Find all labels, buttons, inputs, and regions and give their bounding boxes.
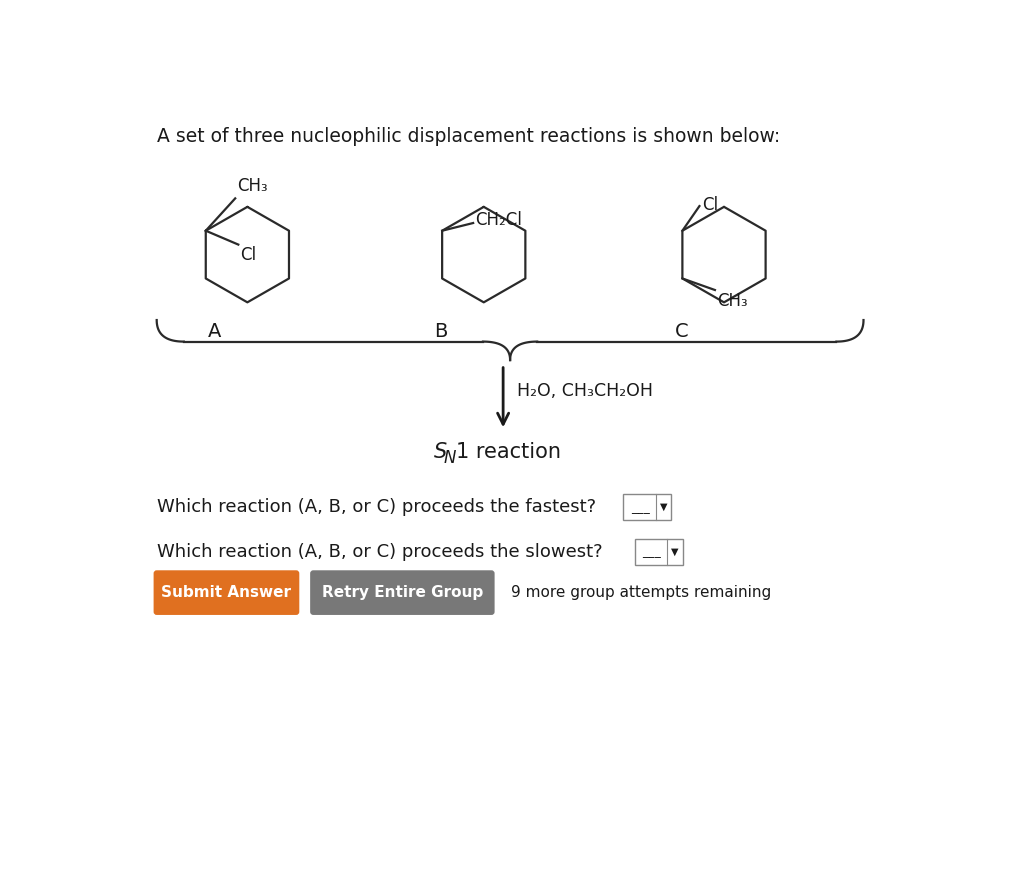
Text: Cl: Cl (701, 195, 718, 213)
Text: Submit Answer: Submit Answer (162, 585, 291, 600)
Text: N: N (444, 449, 456, 467)
Text: S: S (434, 442, 447, 461)
Text: 1 reaction: 1 reaction (456, 442, 561, 461)
Text: ___: ___ (631, 501, 649, 513)
Text: ▼: ▼ (672, 547, 679, 556)
Text: 9 more group attempts remaining: 9 more group attempts remaining (511, 585, 771, 600)
Text: Which reaction (A, B, or C) proceeds the fastest?: Which reaction (A, B, or C) proceeds the… (157, 498, 596, 516)
FancyBboxPatch shape (310, 570, 495, 615)
Text: Which reaction (A, B, or C) proceeds the slowest?: Which reaction (A, B, or C) proceeds the… (157, 543, 603, 561)
Text: Retry Entire Group: Retry Entire Group (322, 585, 483, 600)
Text: CH₂Cl: CH₂Cl (475, 211, 522, 229)
Text: B: B (435, 322, 448, 341)
FancyBboxPatch shape (154, 570, 299, 615)
FancyBboxPatch shape (623, 494, 671, 521)
Text: ___: ___ (642, 546, 662, 558)
Text: ▼: ▼ (660, 502, 668, 513)
Text: H₂O, CH₃CH₂OH: H₂O, CH₃CH₂OH (517, 383, 654, 401)
Text: A: A (208, 322, 222, 341)
Text: A set of three nucleophilic displacement reactions is shown below:: A set of three nucleophilic displacement… (157, 127, 780, 146)
Text: CH₃: CH₃ (718, 292, 748, 310)
Text: C: C (675, 322, 688, 341)
Text: Cl: Cl (240, 246, 256, 264)
Text: CH₃: CH₃ (237, 177, 268, 195)
FancyBboxPatch shape (635, 538, 683, 564)
